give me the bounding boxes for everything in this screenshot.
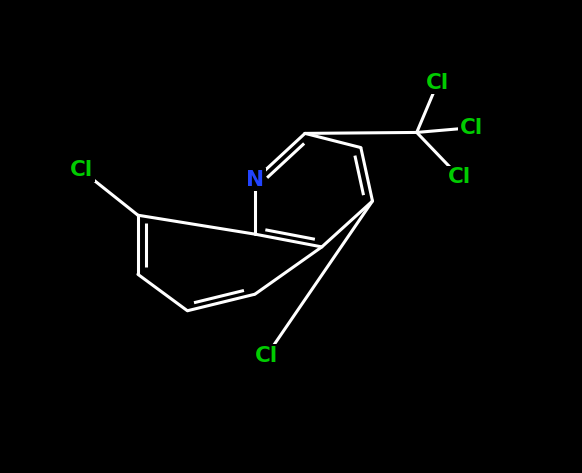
Text: Cl: Cl (426, 73, 449, 93)
Text: Cl: Cl (460, 118, 483, 138)
Text: Cl: Cl (448, 167, 471, 187)
Text: Cl: Cl (70, 160, 93, 180)
Text: Cl: Cl (255, 346, 278, 366)
Text: N: N (246, 170, 264, 190)
